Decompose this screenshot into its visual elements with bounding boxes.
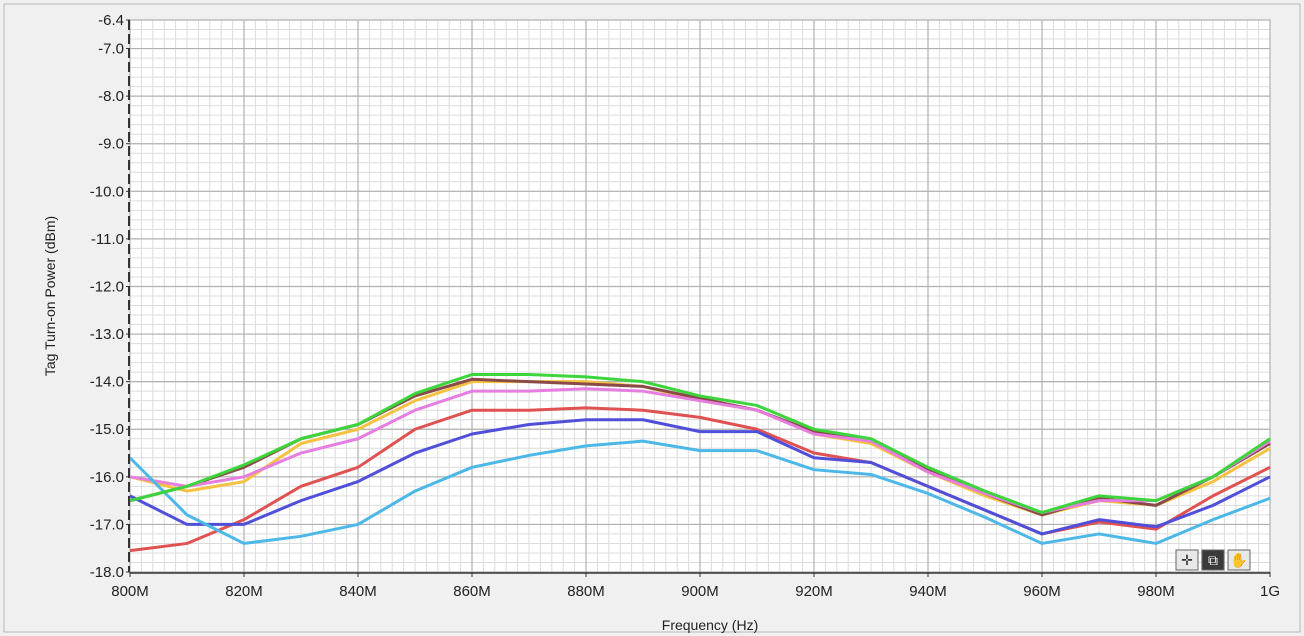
x-tick-label: 960M bbox=[1023, 583, 1061, 600]
y-tick-label: -15.0 bbox=[90, 421, 124, 438]
cursor-mover-button[interactable]: ✛ bbox=[1175, 549, 1199, 571]
y-tick-label: -8.0 bbox=[98, 88, 124, 105]
x-tick-label: 840M bbox=[339, 583, 377, 600]
x-tick-label: 940M bbox=[909, 583, 947, 600]
x-tick-label: 980M bbox=[1137, 583, 1175, 600]
pan-hand-icon: ✋ bbox=[1230, 552, 1247, 569]
y-tick-label: -6.4 bbox=[98, 12, 124, 29]
x-axis-title: Frequency (Hz) bbox=[662, 617, 758, 633]
series-line-3 bbox=[129, 387, 1271, 515]
y-tick-label: -13.0 bbox=[90, 326, 124, 343]
y-tick-label: -10.0 bbox=[90, 183, 124, 200]
x-axis: 800M 820M 840M 860M 880M 900M 920M 940M 960M 980M… bbox=[111, 572, 1280, 600]
y-tick-label: -7.0 bbox=[98, 41, 124, 58]
tool-button-frame bbox=[1227, 549, 1251, 571]
series-line-6 bbox=[128, 439, 1271, 545]
y-axis: -6.4 -7.0 -8.0 -9.0 -10.0 -11.0 -12.0 -13.0 -14.… bbox=[90, 12, 130, 581]
cursor-mover-icon: ✛ bbox=[1181, 553, 1193, 569]
y-tick-label: -11.0 bbox=[91, 231, 124, 248]
series-line-7 bbox=[129, 373, 1271, 515]
zoom-button[interactable]: ⧉ bbox=[1201, 549, 1225, 571]
y-axis-title: Tag Turn-on Power (dBm) bbox=[42, 216, 58, 376]
y-tick-label: -16.0 bbox=[90, 469, 124, 486]
y-tick-label: -9.0 bbox=[98, 136, 124, 153]
series-line-5 bbox=[129, 418, 1271, 536]
x-tick-label: 900M bbox=[681, 583, 719, 600]
tool-button-frame bbox=[1201, 549, 1225, 571]
y-tick-label: -12.0 bbox=[90, 278, 124, 295]
x-tick-label: 800M bbox=[111, 583, 149, 600]
y-tick-label: -17.0 bbox=[90, 516, 124, 533]
x-tick-label: 820M bbox=[225, 583, 263, 600]
y-tick-label: -14.0 bbox=[90, 374, 124, 391]
x-tick-label: 860M bbox=[453, 583, 491, 600]
graph-palette: ✛ ⧉ ✋ bbox=[1175, 549, 1251, 571]
x-tick-label: 880M bbox=[567, 583, 605, 600]
pan-hand-button[interactable]: ✋ bbox=[1227, 549, 1251, 571]
y-tick-label: -18.0 bbox=[90, 564, 124, 581]
tool-button-frame bbox=[1175, 549, 1199, 571]
x-tick-label: 1G bbox=[1260, 583, 1280, 600]
series-layer bbox=[128, 373, 1271, 553]
series-line-4 bbox=[129, 406, 1271, 553]
zoom-icon: ⧉ bbox=[1208, 553, 1218, 569]
x-tick-label: 920M bbox=[795, 583, 833, 600]
